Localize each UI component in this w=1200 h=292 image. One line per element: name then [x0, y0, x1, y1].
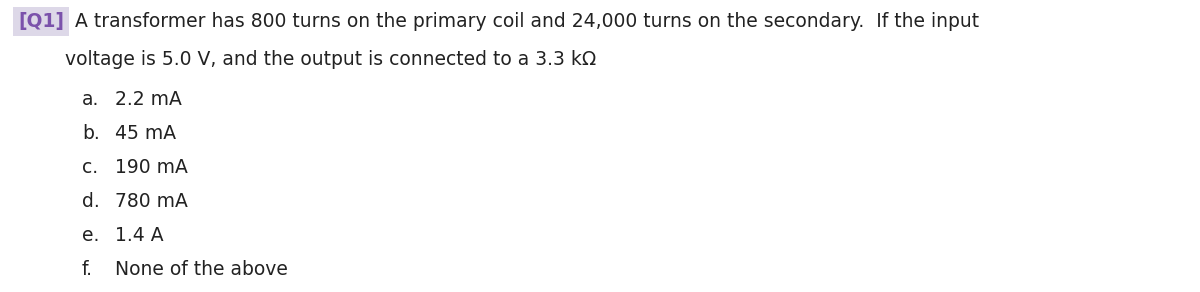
Text: 780 mA: 780 mA — [115, 192, 188, 211]
Text: c.: c. — [82, 158, 98, 177]
Text: 1.4 A: 1.4 A — [115, 226, 163, 245]
Text: 190 mA: 190 mA — [115, 158, 188, 177]
Text: A transformer has 800 turns on the primary coil and 24,000 turns on the secondar: A transformer has 800 turns on the prima… — [74, 12, 979, 31]
Text: e.: e. — [82, 226, 100, 245]
Text: 45 mA: 45 mA — [115, 124, 176, 143]
Text: 2.2 mA: 2.2 mA — [115, 90, 182, 109]
Text: f.: f. — [82, 260, 94, 279]
Text: [Q1]: [Q1] — [18, 12, 64, 31]
Text: None of the above: None of the above — [115, 260, 288, 279]
Text: voltage is 5.0 V, and the output is connected to a 3.3 kΩ: voltage is 5.0 V, and the output is conn… — [65, 50, 596, 69]
Text: a.: a. — [82, 90, 100, 109]
Text: d.: d. — [82, 192, 100, 211]
Text: b.: b. — [82, 124, 100, 143]
